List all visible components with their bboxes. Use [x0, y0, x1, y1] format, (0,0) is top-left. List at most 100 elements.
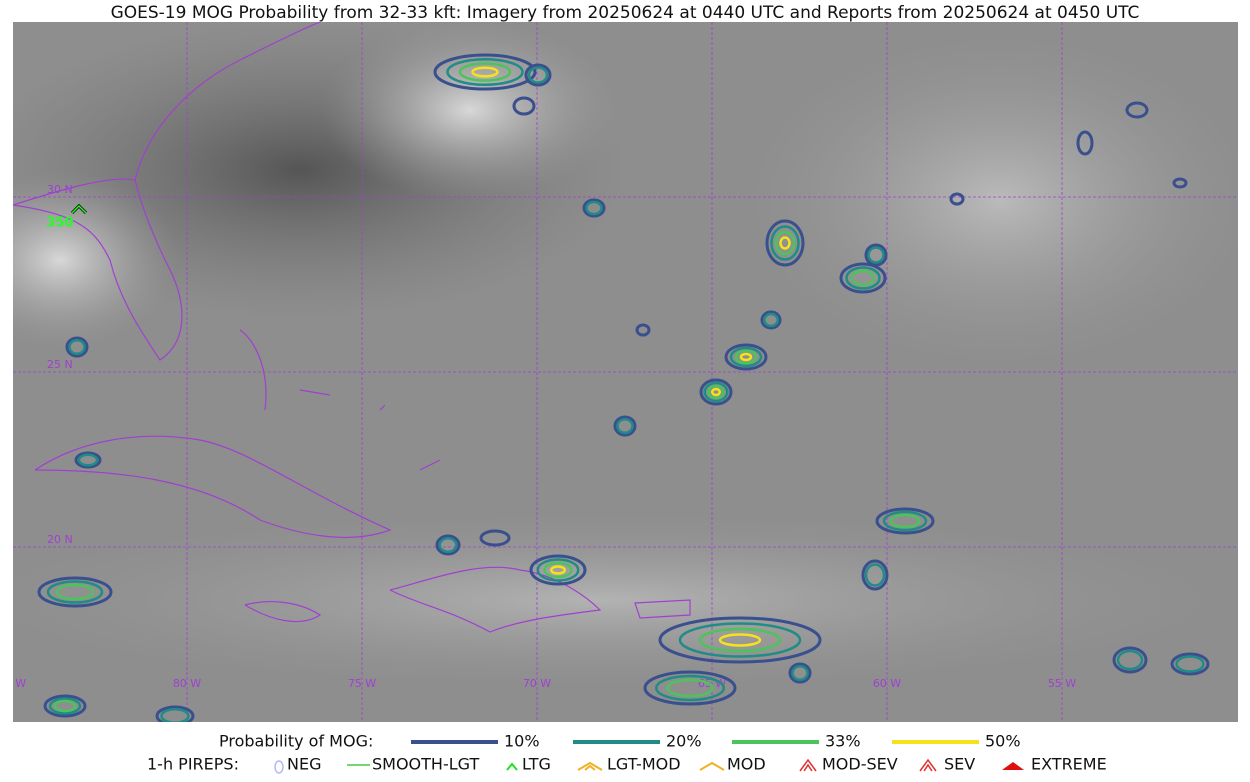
title: GOES-19 MOG Probability from 32-33 kft: … [111, 3, 1140, 23]
lon-label: 80 W [173, 677, 201, 690]
mog-contour [739, 352, 753, 362]
lon-label: 60 W [873, 677, 901, 690]
mog-contour [77, 453, 99, 467]
pirep-icon [699, 761, 725, 771]
pirep-icon [799, 758, 817, 772]
mog-contour [765, 219, 805, 267]
mog-contour [524, 63, 552, 87]
mog-contour [582, 198, 606, 218]
pirep-label: SMOOTH-LGT [372, 755, 479, 774]
mog-contour [458, 62, 512, 82]
mog-contour [658, 616, 822, 664]
pirep-icon [919, 758, 937, 772]
mog-contour [949, 192, 965, 206]
mog-contour [527, 66, 549, 84]
mog-contour [770, 225, 800, 261]
mog-contour [43, 694, 87, 718]
mog-contour [53, 699, 77, 713]
legend-label: 33% [825, 732, 861, 751]
mog-contour [1170, 652, 1210, 676]
lat-label: 20 N [47, 533, 73, 546]
pirep-label: LGT-MOD [607, 755, 681, 774]
mog-contour [68, 339, 86, 355]
coastline [34, 435, 691, 633]
mog-contour [613, 415, 637, 437]
mog-contour [1172, 177, 1188, 189]
mog-contour [616, 418, 634, 434]
mog-contour [435, 534, 461, 556]
mog-contour [1112, 646, 1148, 674]
mog-contour [707, 384, 725, 400]
mog-contour [536, 558, 580, 582]
mog-contour [788, 662, 812, 684]
mog-contour [446, 58, 524, 86]
mog-contour [734, 349, 758, 365]
mog-contour [861, 559, 889, 591]
mog-contour [711, 387, 721, 397]
lon-label: 70 W [523, 677, 551, 690]
mog-contour [839, 262, 887, 294]
legend-title: Probability of MOG: [219, 732, 373, 751]
pirep-icon [71, 204, 87, 214]
mog-contour [864, 243, 888, 267]
mog-contour [1116, 649, 1144, 671]
pirep-icon [274, 760, 284, 774]
legend: Probability of MOG: 1-h PIREPS: 10% 20% 33… [147, 732, 1107, 774]
mog-contour [512, 96, 536, 116]
lon-label: 65 W [698, 677, 726, 690]
mog-contour [850, 269, 876, 287]
pirep-label: LTG [522, 755, 551, 774]
pirep-label: SEV [944, 755, 975, 774]
mog-contour [55, 583, 95, 601]
mog-contour [37, 576, 113, 608]
mog-contour [729, 346, 763, 368]
mog-contour [666, 678, 714, 698]
pirep-label: MOD [727, 755, 766, 774]
mog-contour [479, 529, 511, 547]
pirep-label: MOD-SEV [822, 755, 898, 774]
map: 30 N 25 N 20 N 85 W 80 W 75 W 70 W 65 W 60 W 55 W… [0, 22, 1238, 722]
lon-label: 85 W [0, 677, 26, 690]
mog-contour [155, 705, 195, 722]
mog-contour [875, 507, 935, 535]
mog-contour [1125, 101, 1149, 119]
mog-contour [845, 266, 881, 290]
mog-contour [471, 66, 499, 78]
mog-contour [643, 670, 737, 706]
lon-label: 55 W [1048, 677, 1076, 690]
mog-contour [48, 697, 82, 715]
mog-contour [763, 312, 779, 328]
mog-contour [791, 665, 809, 681]
mog-contour [46, 580, 104, 604]
mog-contour [160, 708, 190, 722]
mog-contour [1076, 130, 1094, 156]
mog-contour [724, 343, 768, 371]
pirep-label: EXTREME [1031, 755, 1107, 774]
legend-title: 1-h PIREPS: [147, 755, 239, 774]
mog-contour [65, 336, 89, 358]
pirep-icon [506, 762, 518, 771]
mog-contour [703, 381, 729, 403]
mog-contour [655, 674, 725, 702]
mog-contour [74, 451, 102, 469]
mog-contour [438, 537, 458, 553]
mog-contour [774, 230, 796, 256]
legend-label: 20% [666, 732, 702, 751]
pirep-label: 350 [46, 216, 73, 231]
mog-contour [550, 565, 566, 575]
mog-contour [529, 554, 587, 586]
coastline [13, 22, 321, 361]
coastline [239, 329, 441, 471]
legend-label: 10% [504, 732, 540, 751]
mog-contour [1175, 655, 1205, 673]
mog-contour [543, 561, 573, 579]
mog-contour [718, 633, 762, 647]
pirep-label: NEG [287, 755, 321, 774]
mog-contour [698, 627, 782, 653]
pirep-icon [577, 761, 603, 771]
mog-contour [699, 378, 733, 406]
mog-contour [867, 246, 885, 264]
mog-contour [779, 236, 791, 250]
pirep-icon [1002, 762, 1024, 770]
